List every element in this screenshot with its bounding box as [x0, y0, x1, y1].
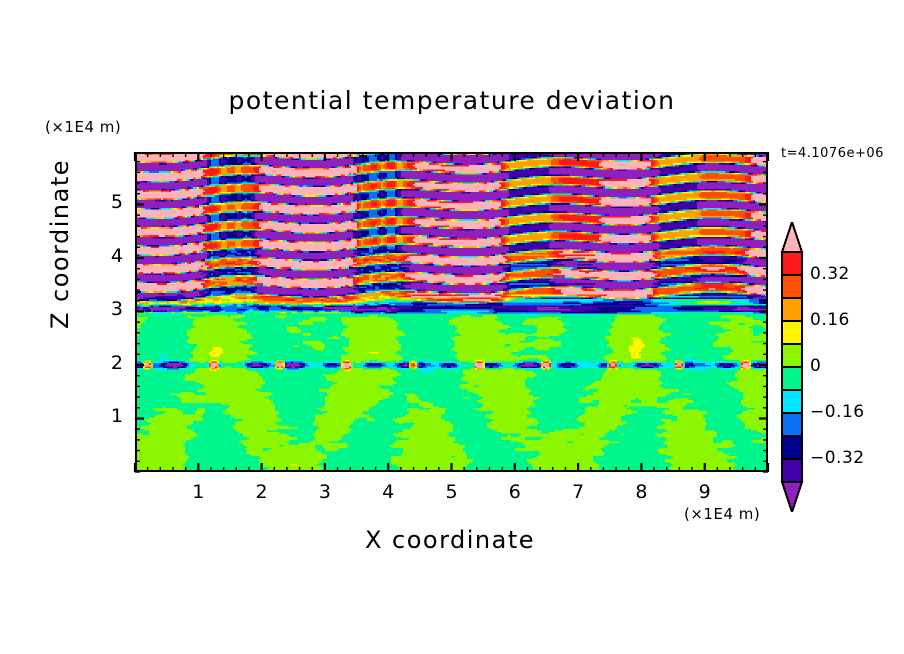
y-tick-label: 5: [110, 191, 123, 214]
x-tick-label: 1: [192, 481, 205, 503]
y-tick-label: 3: [110, 298, 123, 321]
timestamp-annotation: t=4.1076e+06: [781, 146, 884, 161]
y-axis-title: Z coordinate: [46, 158, 74, 330]
x-tick-label: 3: [318, 481, 331, 503]
colorbar-swatches: [780, 222, 804, 512]
x-tick-label: 5: [445, 481, 458, 503]
x-tick-label: 4: [382, 481, 395, 503]
colorbar-tick-label: −0.32: [810, 448, 865, 468]
y-tick-label: 4: [110, 244, 123, 267]
x-tick-label: 8: [635, 481, 648, 503]
colorbar-tick-label: −0.16: [810, 402, 865, 422]
x-axis-units-label: (×1E4 m): [684, 505, 761, 523]
colorbar-tick-label: 0: [810, 356, 822, 376]
x-tick-label: 6: [508, 481, 521, 503]
contour-field: [135, 152, 768, 472]
colorbar-tick-label: 0.32: [810, 264, 850, 284]
axis-tick-marks: [133, 152, 770, 473]
page-title: potential temperature deviation: [228, 86, 676, 115]
x-tick-label: 9: [698, 481, 711, 503]
x-axis-title: X coordinate: [364, 526, 536, 554]
x-tick-label: 7: [572, 481, 585, 503]
x-tick-label: 2: [255, 481, 268, 503]
y-axis-units-label: (×1E4 m): [45, 118, 122, 136]
colorbar-tick-label: 0.16: [810, 310, 850, 330]
y-tick-label: 2: [110, 351, 123, 374]
y-tick-label: 1: [110, 405, 123, 428]
contour-plot-area[interactable]: [135, 152, 768, 472]
colorbar[interactable]: [778, 222, 812, 512]
